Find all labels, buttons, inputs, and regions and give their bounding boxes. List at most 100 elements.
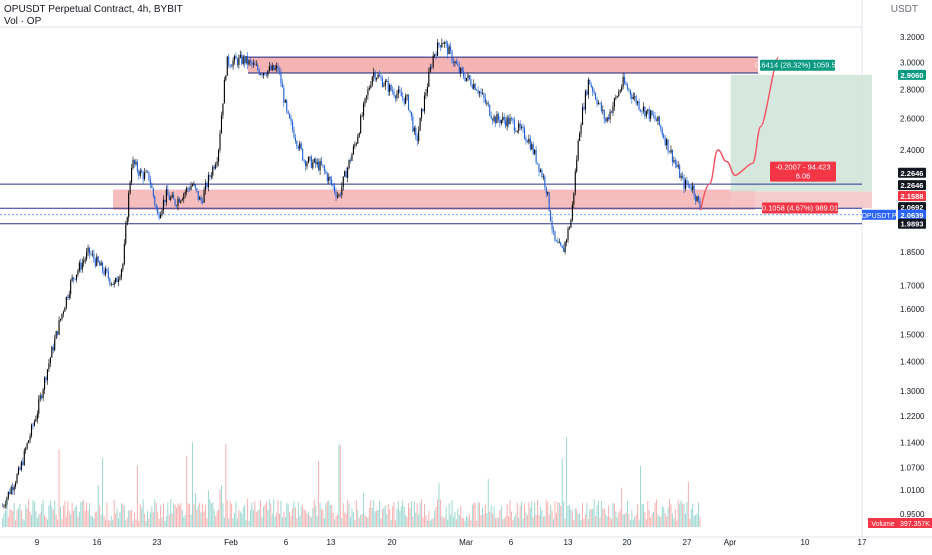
volume-bar: [584, 514, 586, 527]
candle-down: [407, 95, 410, 110]
candle-up: [64, 307, 66, 312]
volume-bar: [9, 509, 11, 527]
volume-bar: [551, 510, 553, 527]
x-tick-label: Mar: [459, 538, 473, 547]
volume-bar: [90, 515, 92, 527]
volume-bar: [118, 518, 120, 527]
volume-bar: [296, 518, 298, 527]
x-tick-label: Apr: [724, 538, 737, 547]
candle-down: [209, 175, 211, 177]
volume-bar: [613, 503, 615, 527]
candle-up: [71, 277, 73, 281]
volume-bar: [487, 478, 489, 527]
candle-up: [180, 200, 182, 203]
candle-up: [444, 42, 446, 44]
candle-down: [305, 160, 307, 167]
candle-up: [10, 487, 12, 494]
candle-down: [663, 135, 665, 139]
volume-bar: [36, 518, 38, 527]
candle-down: [686, 180, 688, 185]
candle-down: [452, 61, 455, 64]
volume-bar: [563, 501, 565, 527]
candle-up: [637, 101, 639, 104]
candle-down: [88, 247, 91, 254]
candle-up: [70, 280, 72, 295]
candle-up: [26, 442, 28, 449]
volume-bar: [122, 504, 124, 527]
candle-down: [583, 107, 585, 110]
stop-label-text: 6.06: [796, 172, 811, 181]
volume-bar: [687, 481, 689, 527]
volume-bar: [151, 506, 153, 527]
candle-up: [6, 497, 8, 505]
candle-up: [129, 182, 131, 194]
candle-up: [428, 71, 430, 87]
candle-up: [210, 175, 212, 177]
volume-bar: [399, 510, 401, 527]
candle-down: [629, 90, 631, 95]
candle-up: [267, 70, 269, 76]
candle-down: [624, 76, 626, 84]
volume-bar: [135, 519, 137, 527]
volume-bar: [513, 516, 515, 527]
volume-bar: [638, 519, 640, 527]
volume-bar: [534, 502, 536, 527]
candle-up: [581, 107, 584, 125]
candle-down: [489, 104, 491, 116]
volume-bar: [136, 465, 138, 527]
volume-bar: [637, 503, 639, 527]
candle-up: [160, 214, 162, 219]
volume-bar: [619, 509, 621, 527]
volume-bar: [455, 519, 457, 527]
volume-bar: [509, 499, 511, 527]
candle-down: [471, 85, 473, 89]
volume-bar: [431, 519, 433, 527]
volume-bar: [396, 508, 398, 527]
candle-up: [306, 162, 308, 167]
volume-bar: [696, 513, 698, 527]
candle-up: [467, 75, 469, 78]
volume-bar: [358, 517, 360, 527]
volume-bar: [258, 509, 260, 527]
volume-bar: [236, 518, 238, 527]
axis-price-tag: 2.9060: [901, 71, 924, 80]
volume-bar: [2, 518, 4, 527]
candle-down: [693, 185, 695, 196]
candle-up: [521, 126, 523, 128]
candle-down: [74, 278, 76, 280]
volume-bar: [421, 499, 423, 527]
volume-bar: [496, 517, 498, 527]
candle-up: [54, 338, 56, 351]
candle-down: [141, 170, 143, 173]
symbol-tag-bg: [862, 209, 896, 220]
candle-down: [499, 119, 501, 124]
volume-bar: [347, 499, 349, 527]
volume-bar: [508, 516, 510, 527]
volume-bar: [548, 514, 550, 527]
candle-down: [676, 163, 678, 168]
candle-up: [122, 263, 124, 270]
candle-up: [120, 269, 122, 277]
candle-down: [671, 149, 673, 162]
volume-bar: [103, 515, 105, 527]
volume-bar: [71, 502, 73, 527]
candle-up: [547, 192, 549, 194]
candle-up: [460, 67, 462, 73]
volume-bar: [244, 504, 246, 527]
candle-up: [426, 86, 428, 94]
candle-down: [102, 262, 104, 271]
candle-up: [30, 424, 33, 437]
candle-down: [535, 149, 537, 163]
y-tick-label: 2.8000: [900, 85, 925, 94]
volume-bar: [589, 509, 591, 527]
candle-down: [589, 79, 591, 85]
volume-bar: [592, 508, 594, 527]
candle-up: [319, 161, 321, 171]
volume-tag-label-bg: [868, 518, 898, 528]
candle-up: [212, 166, 214, 176]
volume-bar: [335, 515, 337, 527]
candle-down: [595, 93, 597, 100]
candle-up: [542, 176, 544, 178]
